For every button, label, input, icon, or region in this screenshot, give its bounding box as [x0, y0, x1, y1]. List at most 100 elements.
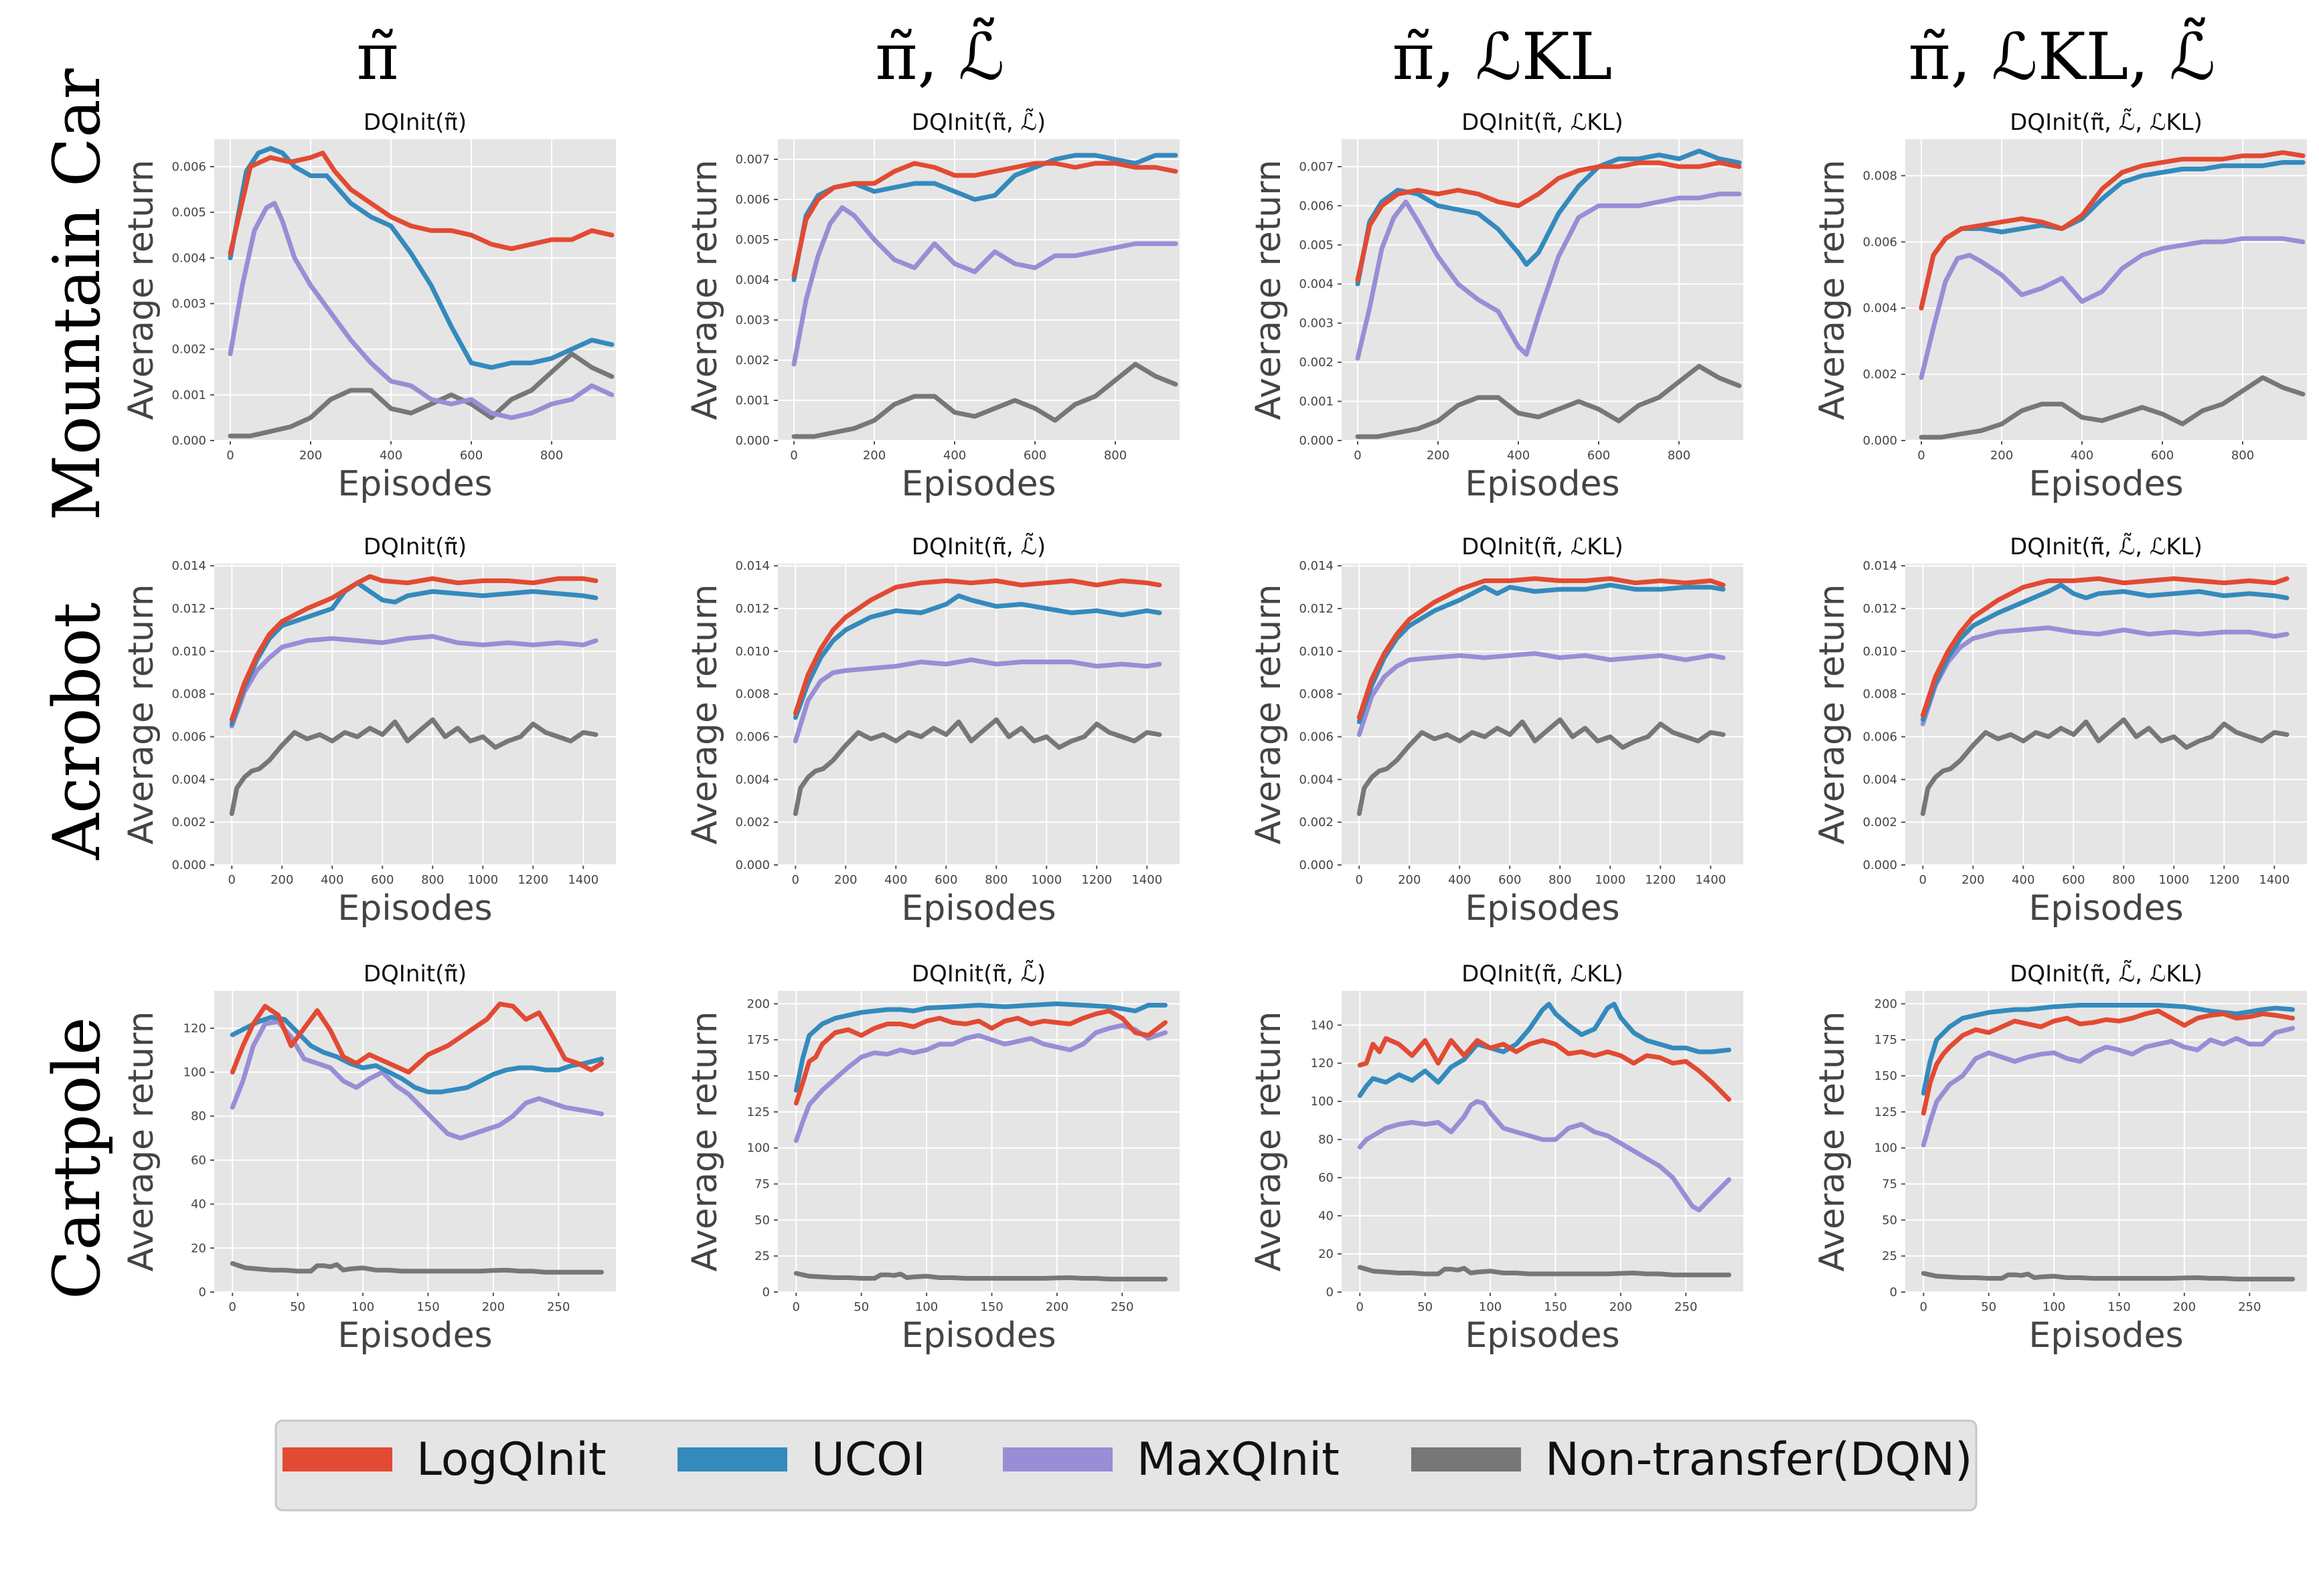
series-line-ucoi	[1920, 582, 2290, 722]
x-tick-label: 400	[2071, 449, 2093, 463]
panel-r1c1: 0 200 400 600 800 1000 1200 1400 0.000 0.002 0.004…	[685, 532, 1180, 929]
y-tick-label: 125	[1874, 1105, 1897, 1119]
series-line-logqinit	[229, 574, 598, 722]
series-line-maxqinit	[791, 205, 1178, 367]
panel-r2c3: 0 50 100 150 200 250 0 25 50 75 100 125 150 175 200 DQI…	[1812, 959, 2307, 1356]
x-tick-label: 100	[351, 1300, 374, 1314]
y-tick-label: 0.008	[171, 688, 206, 702]
x-tick-label: 100	[2043, 1300, 2065, 1314]
legend-label-dqn: Non-transfer(DQN)	[1545, 1433, 1972, 1486]
series-line-maxqinit	[1356, 651, 1726, 737]
x-tick-label: 200	[299, 449, 322, 463]
series-line-maxqinit	[1357, 1099, 1732, 1212]
series-line-ucoi	[230, 1014, 605, 1095]
y-tick-label: 80	[191, 1109, 206, 1123]
y-axis-label: Average return	[121, 159, 161, 420]
x-axis-label: Episodes	[901, 1315, 1056, 1356]
x-tick-label: 150	[980, 1300, 1003, 1314]
x-tick-label: 50	[854, 1300, 869, 1314]
y-tick-label: 25	[754, 1249, 770, 1263]
x-tick-label: 800	[1668, 449, 1690, 463]
legend-swatch-logqinit	[283, 1447, 392, 1471]
series-line-ucoi	[228, 146, 615, 370]
x-tick-label: 400	[2012, 873, 2034, 887]
y-tick-label: 0.014	[171, 559, 206, 573]
y-tick-label: 100	[747, 1141, 770, 1155]
row-header-cartpole: Cartpole	[39, 1017, 114, 1299]
x-tick-label: 1400	[2259, 873, 2290, 887]
column-header-3: π̃, ℒKL	[1392, 19, 1613, 94]
x-tick-label: 200	[1962, 873, 1984, 887]
x-tick-label: 200	[2173, 1300, 2196, 1314]
x-tick-label: 400	[321, 873, 343, 887]
series-line-logqinit	[1356, 576, 1726, 720]
x-tick-label: 250	[547, 1300, 570, 1314]
y-tick-label: 0.000	[1299, 434, 1334, 448]
y-tick-label: 0.008	[1862, 688, 1897, 702]
y-tick-label: 0.004	[171, 251, 206, 265]
plot-area-r0c1	[778, 139, 1180, 441]
panel-title: DQInit(π̃, ℒ̃)	[912, 959, 1046, 987]
panel-r2c0: 0 50 100 150 200 250 0 20 40 60 80 100 120 DQInit(π̃)…	[121, 961, 616, 1356]
y-tick-label: 0.003	[1299, 317, 1334, 331]
y-tick-label: 0.004	[1299, 773, 1334, 787]
y-tick-label: 0.006	[171, 160, 206, 174]
y-tick-label: 0.003	[171, 297, 206, 311]
series-line-non-transfer-dqn	[1357, 1265, 1732, 1277]
y-tick-label: 0.004	[171, 773, 206, 787]
panel-title: DQInit(π̃)	[364, 534, 467, 560]
y-tick-label: 175	[1874, 1033, 1897, 1047]
y-axis-label: Average return	[685, 584, 725, 844]
y-tick-label: 20	[191, 1241, 206, 1255]
series-line-logqinit	[793, 1008, 1168, 1106]
x-axis-label: Episodes	[337, 888, 492, 929]
plot-area-r2c0	[214, 991, 616, 1292]
x-tick-label: 200	[1427, 449, 1449, 463]
x-axis-label: Episodes	[901, 464, 1056, 504]
x-tick-label: 800	[2112, 873, 2135, 887]
y-tick-label: 0.000	[171, 858, 206, 872]
y-axis-label: Average return	[1812, 1011, 1852, 1271]
series-line-non-transfer-dqn	[1355, 364, 1742, 439]
y-tick-label: 0.004	[1862, 773, 1897, 787]
panel-title: DQInit(π̃)	[364, 961, 467, 987]
series-line-maxqinit	[1919, 236, 2306, 380]
legend-swatch-dqn	[1411, 1447, 1521, 1471]
x-tick-label: 600	[2151, 449, 2174, 463]
x-tick-label: 400	[884, 873, 907, 887]
series-line-non-transfer-dqn	[1920, 717, 2290, 816]
panel-title: DQInit(π̃, ℒ̃, ℒKL)	[2010, 532, 2203, 560]
series-line-logqinit	[793, 578, 1162, 716]
x-tick-label: 800	[2231, 449, 2254, 463]
series-line-logqinit	[1355, 160, 1742, 283]
y-tick-label: 120	[1311, 1056, 1334, 1070]
series-line-logqinit	[1920, 576, 2290, 718]
y-tick-label: 0.005	[171, 206, 206, 220]
x-tick-label: 200	[834, 873, 857, 887]
y-tick-label: 0.005	[735, 233, 770, 247]
series-line-maxqinit	[229, 634, 598, 729]
x-axis-label: Episodes	[2028, 888, 2183, 929]
y-tick-label: 0.002	[1299, 355, 1334, 370]
y-tick-label: 150	[1874, 1069, 1897, 1083]
x-tick-label: 800	[540, 449, 563, 463]
x-tick-label: 1400	[1131, 873, 1162, 887]
y-tick-label: 0.006	[1299, 730, 1334, 744]
y-tick-label: 0.014	[735, 559, 770, 573]
x-tick-label: 0	[792, 873, 799, 887]
column-header-1: π̃	[356, 19, 398, 94]
x-tick-label: 600	[2062, 873, 2085, 887]
y-tick-label: 0.003	[735, 313, 770, 327]
y-tick-label: 0	[763, 1285, 770, 1299]
legend-swatch-ucoi	[677, 1447, 787, 1471]
series-line-non-transfer-dqn	[230, 1261, 605, 1275]
x-tick-label: 50	[1981, 1300, 1996, 1314]
y-tick-label: 20	[1318, 1247, 1334, 1261]
y-tick-label: 200	[1874, 997, 1897, 1011]
y-axis-label: Average return	[121, 584, 161, 844]
y-tick-label: 0.012	[171, 602, 206, 616]
x-axis-label: Episodes	[901, 888, 1056, 929]
y-tick-label: 75	[1882, 1178, 1897, 1192]
y-tick-label: 175	[747, 1033, 770, 1047]
